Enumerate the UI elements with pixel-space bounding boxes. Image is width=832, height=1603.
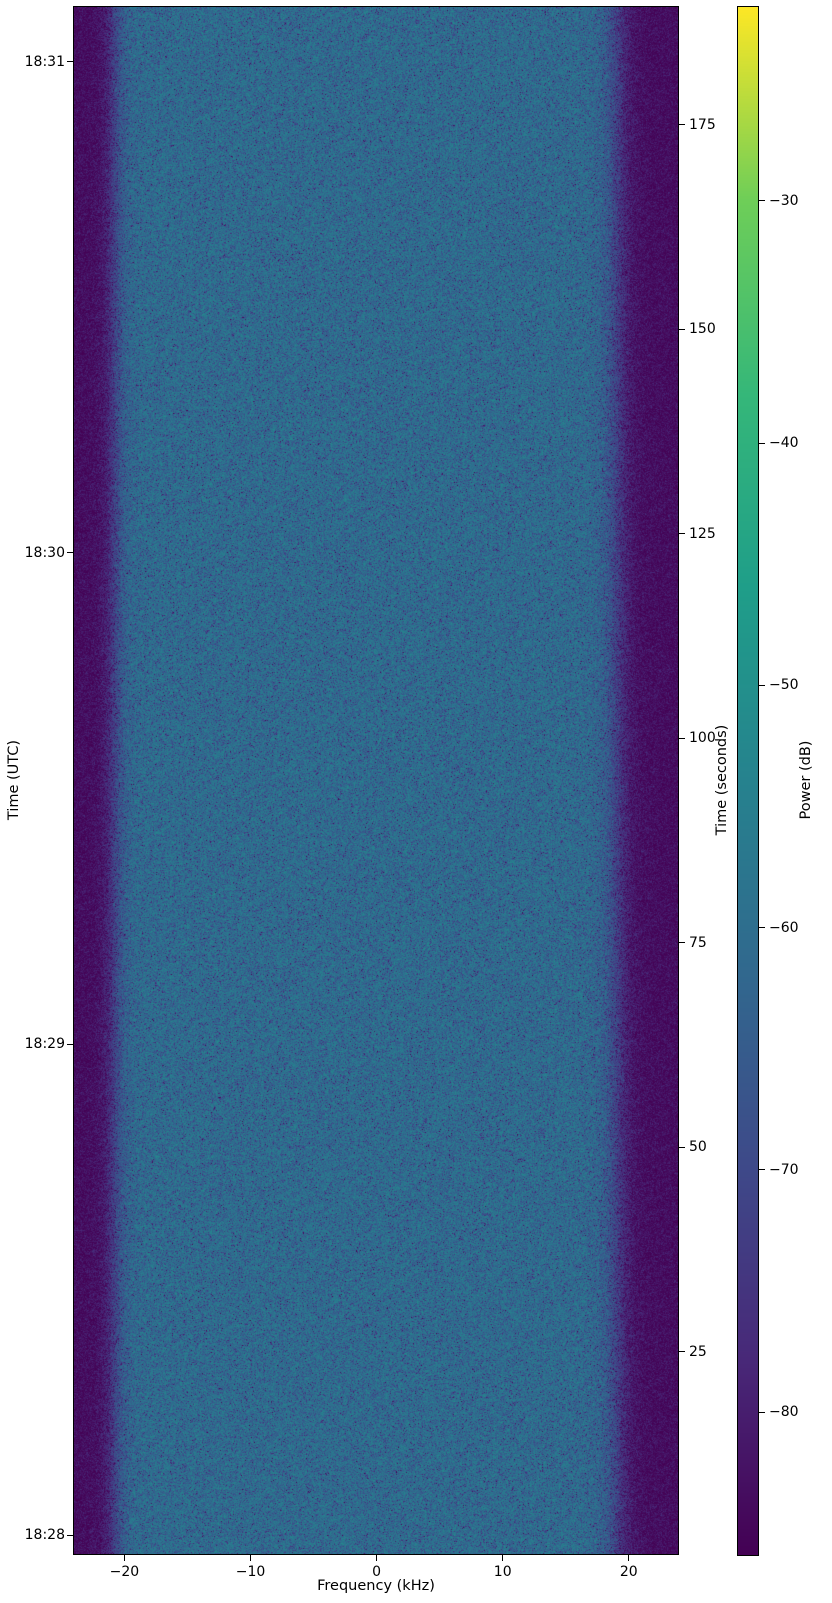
colorbar-tick-label: −40: [769, 436, 799, 450]
colorbar-tick: [759, 927, 765, 928]
x-tick: [124, 1555, 125, 1561]
y-left-tick-label: 18:28: [25, 1528, 65, 1542]
colorbar-label: Power (dB): [799, 741, 814, 820]
y-left-tick: [67, 61, 73, 62]
colorbar-gradient: [738, 7, 758, 1555]
y-left-tick: [67, 1044, 73, 1045]
y-left-tick-label: 18:31: [25, 55, 65, 69]
colorbar-tick-label: −70: [769, 1163, 799, 1177]
colorbar-tick-label: −80: [769, 1405, 799, 1419]
x-tick: [628, 1555, 629, 1561]
y-right-tick-label: 125: [689, 527, 716, 541]
x-tick: [376, 1555, 377, 1561]
x-tick-label: 10: [494, 1565, 512, 1579]
y-left-tick: [67, 552, 73, 553]
x-tick-label: 0: [372, 1565, 381, 1579]
colorbar-tick-label: −30: [769, 194, 799, 208]
y-right-tick-label: 25: [689, 1345, 707, 1359]
y-left-tick: [67, 1535, 73, 1536]
spectrogram-image: [74, 7, 678, 1554]
y-right-tick-label: 100: [689, 731, 716, 745]
x-tick-label: 20: [620, 1565, 638, 1579]
y-right-tick: [679, 124, 685, 125]
x-tick: [250, 1555, 251, 1561]
y-axis-right-label: Time (seconds): [715, 725, 730, 836]
y-right-tick-label: 175: [689, 118, 716, 132]
colorbar-tick: [759, 1412, 765, 1413]
colorbar-tick-label: −50: [769, 678, 799, 692]
x-tick: [502, 1555, 503, 1561]
plot-area: [73, 6, 679, 1555]
y-right-tick: [679, 533, 685, 534]
y-right-tick: [679, 1147, 685, 1148]
y-left-tick-label: 18:29: [25, 1037, 65, 1051]
y-right-tick-label: 150: [689, 322, 716, 336]
y-right-tick-label: 50: [689, 1140, 707, 1154]
x-tick-label: −10: [236, 1565, 266, 1579]
colorbar: [737, 6, 759, 1556]
y-left-tick-label: 18:30: [25, 546, 65, 560]
y-right-tick: [679, 1351, 685, 1352]
colorbar-tick: [759, 200, 765, 201]
x-axis-label: Frequency (kHz): [317, 1579, 435, 1594]
colorbar-tick: [759, 1169, 765, 1170]
colorbar-tick: [759, 685, 765, 686]
y-right-tick: [679, 738, 685, 739]
y-right-tick: [679, 942, 685, 943]
y-right-tick-label: 75: [689, 936, 707, 950]
y-axis-left-label: Time (UTC): [7, 740, 22, 820]
x-tick-label: −20: [110, 1565, 140, 1579]
spectrogram-figure: Frequency (kHz) Time (UTC) Time (seconds…: [0, 0, 832, 1603]
colorbar-tick-label: −60: [769, 921, 799, 935]
colorbar-tick: [759, 443, 765, 444]
y-right-tick: [679, 329, 685, 330]
